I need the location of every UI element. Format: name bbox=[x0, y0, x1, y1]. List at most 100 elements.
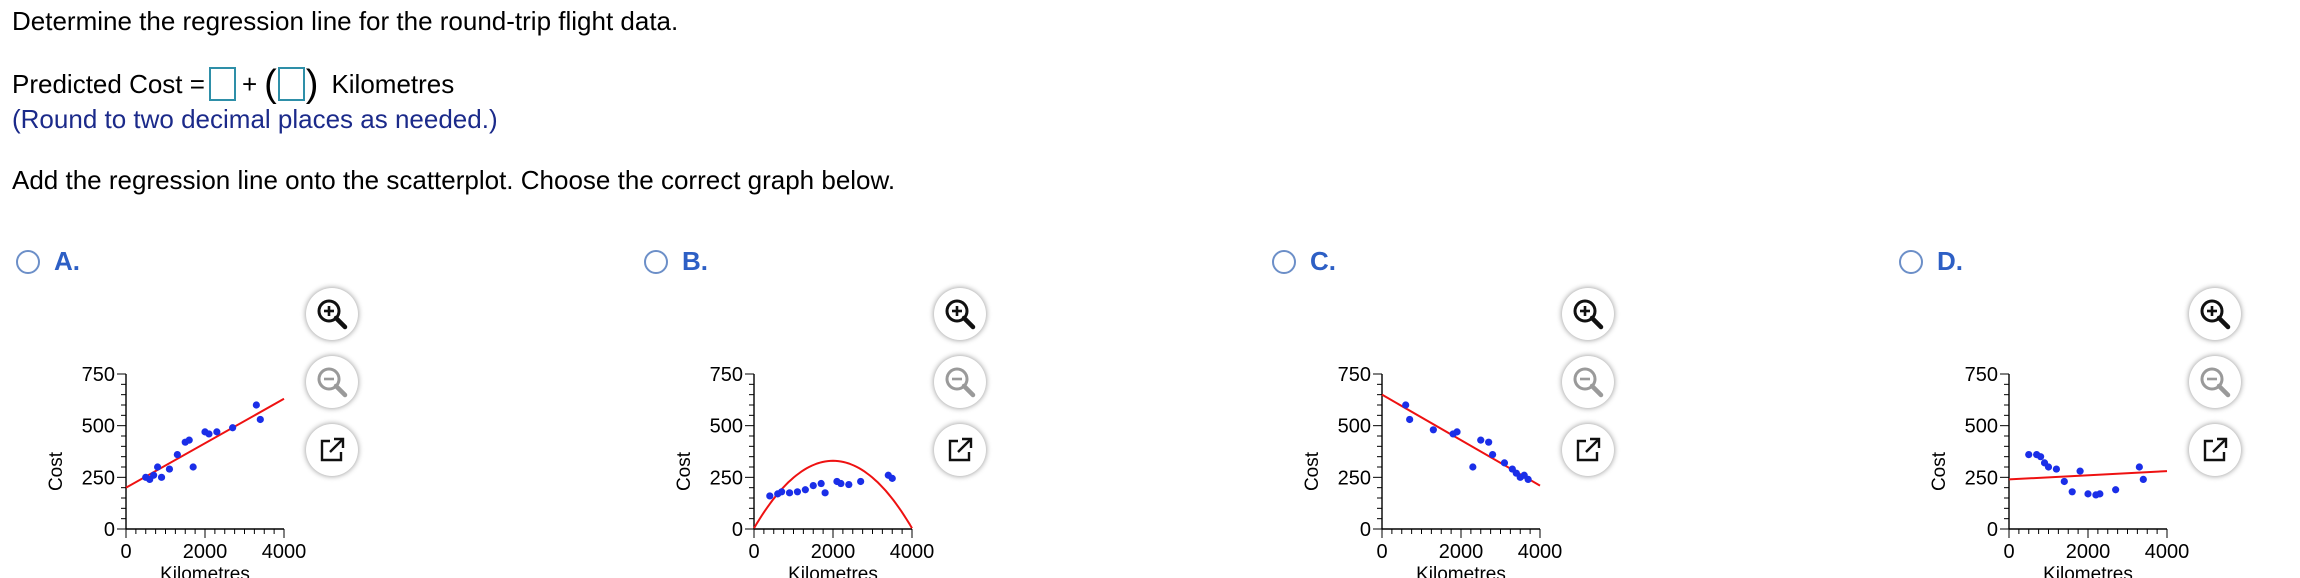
data-point bbox=[252, 401, 260, 409]
zoom-in-button[interactable] bbox=[306, 288, 358, 340]
x-axis-label: Kilometres bbox=[2043, 564, 2133, 578]
option-a-radio[interactable] bbox=[16, 249, 40, 274]
data-point bbox=[1489, 451, 1497, 459]
option-a: A. 0 2000 4000 0 250 500 750 Kilometres Cost bbox=[16, 246, 616, 578]
popout-icon bbox=[317, 435, 347, 465]
option-c-label: C. bbox=[1310, 246, 1336, 276]
popout-button[interactable] bbox=[1562, 424, 1614, 476]
data-point bbox=[1429, 426, 1437, 434]
x-tick-label: 2000 bbox=[183, 541, 228, 563]
zoom-out-button[interactable] bbox=[2189, 356, 2241, 408]
popout-icon bbox=[1573, 435, 1603, 465]
popout-button[interactable] bbox=[2189, 424, 2241, 476]
slope-input[interactable] bbox=[277, 67, 305, 101]
zoom-out-button[interactable] bbox=[934, 356, 986, 408]
zoom-out-button[interactable] bbox=[306, 356, 358, 408]
y-axis-label: Cost bbox=[1302, 451, 1323, 491]
instruction-text: Add the regression line onto the scatter… bbox=[12, 165, 896, 195]
option-a-header[interactable]: A. bbox=[16, 246, 80, 277]
y-tick-label: 750 bbox=[1338, 364, 1371, 386]
popout-button[interactable] bbox=[934, 424, 986, 476]
data-point bbox=[229, 424, 237, 432]
data-point bbox=[1406, 415, 1414, 424]
y-tick-label: 0 bbox=[732, 519, 743, 541]
zoom-out-icon bbox=[1571, 365, 1605, 399]
popout-icon bbox=[2200, 435, 2230, 465]
data-point bbox=[173, 451, 181, 459]
zoom-out-icon bbox=[943, 365, 977, 399]
data-point bbox=[1477, 436, 1485, 444]
option-a-label: A. bbox=[54, 246, 80, 276]
data-point bbox=[2037, 453, 2045, 461]
open-paren: ( bbox=[264, 63, 277, 105]
x-tick-label: 2000 bbox=[811, 541, 856, 563]
rounding-hint: (Round to two decimal places as needed.) bbox=[12, 104, 498, 134]
data-point bbox=[817, 479, 825, 488]
zoom-out-icon bbox=[2198, 365, 2232, 399]
data-point bbox=[2068, 488, 2076, 496]
equation-row: Predicted Cost = + ( ) Kilometres bbox=[12, 63, 455, 105]
option-d-label: D. bbox=[1937, 246, 1963, 276]
data-point bbox=[2060, 477, 2068, 486]
data-point bbox=[2139, 475, 2147, 483]
x-axis-label: Kilometres bbox=[788, 564, 878, 578]
data-point bbox=[189, 463, 197, 471]
close-paren: ) bbox=[305, 63, 319, 105]
y-tick-label: 750 bbox=[710, 364, 743, 386]
option-b-header[interactable]: B. bbox=[644, 246, 708, 277]
y-axis-label: Cost bbox=[46, 451, 67, 491]
option-b: B. 0 2000 4000 0 250 500 750 Kilometres Cost bbox=[644, 246, 1244, 578]
zoom-in-icon bbox=[943, 297, 977, 331]
option-b-radio[interactable] bbox=[644, 249, 668, 274]
data-point bbox=[1500, 459, 1509, 467]
option-b-scatterplot: 0 2000 4000 0 250 500 750 Kilometres Cost bbox=[674, 364, 934, 578]
zoom-in-button[interactable] bbox=[934, 288, 986, 340]
y-tick-label: 750 bbox=[1965, 364, 1998, 386]
option-d-header[interactable]: D. bbox=[1899, 246, 1963, 277]
data-point bbox=[2135, 463, 2143, 471]
data-point bbox=[2076, 467, 2084, 475]
data-point bbox=[157, 473, 166, 481]
option-c-scatterplot: 0 2000 4000 0 250 500 750 Kilometres Cost bbox=[1302, 364, 1562, 578]
option-d: D. 0 2000 4000 0 250 500 750 Kilometres Cost bbox=[1899, 246, 2300, 578]
data-point bbox=[1402, 401, 1410, 409]
data-point bbox=[1485, 438, 1493, 446]
option-c-radio[interactable] bbox=[1272, 249, 1296, 274]
zoom-in-icon bbox=[2198, 297, 2232, 331]
x-tick-label: 0 bbox=[120, 541, 131, 563]
data-point bbox=[888, 474, 896, 482]
popout-button[interactable] bbox=[306, 424, 358, 476]
option-a-scatterplot: 0 2000 4000 0 250 500 750 Kilometres Cost bbox=[46, 364, 306, 578]
y-tick-label: 750 bbox=[82, 364, 115, 386]
data-point bbox=[154, 463, 162, 471]
option-d-scatterplot: 0 2000 4000 0 250 500 750 Kilometres Cost bbox=[1929, 364, 2189, 578]
equation-suffix: Kilometres bbox=[331, 68, 455, 99]
x-tick-label: 0 bbox=[748, 541, 759, 563]
option-c-header[interactable]: C. bbox=[1272, 246, 1336, 277]
data-point bbox=[837, 479, 845, 488]
data-point bbox=[185, 436, 193, 444]
x-tick-label: 2000 bbox=[1439, 541, 1484, 563]
y-tick-label: 0 bbox=[1360, 519, 1371, 541]
data-point bbox=[150, 471, 158, 479]
plus-sign: + bbox=[241, 68, 258, 99]
zoom-in-button[interactable] bbox=[2189, 288, 2241, 340]
option-d-radio[interactable] bbox=[1899, 249, 1923, 274]
zoom-out-icon bbox=[315, 365, 349, 399]
data-point bbox=[2025, 451, 2033, 459]
data-point bbox=[2096, 490, 2104, 498]
data-point bbox=[821, 489, 829, 497]
data-point bbox=[778, 488, 786, 496]
zoom-out-button[interactable] bbox=[1562, 356, 1614, 408]
y-tick-label: 500 bbox=[82, 416, 115, 438]
intercept-input[interactable] bbox=[208, 67, 236, 101]
x-tick-label: 4000 bbox=[890, 541, 935, 563]
data-point bbox=[165, 465, 174, 473]
y-tick-label: 250 bbox=[82, 467, 115, 489]
y-tick-label: 0 bbox=[104, 519, 115, 541]
data-point bbox=[2112, 486, 2120, 494]
y-tick-label: 250 bbox=[710, 467, 743, 489]
zoom-in-button[interactable] bbox=[1562, 288, 1614, 340]
x-tick-label: 4000 bbox=[2145, 541, 2190, 563]
x-tick-label: 4000 bbox=[1518, 541, 1563, 563]
